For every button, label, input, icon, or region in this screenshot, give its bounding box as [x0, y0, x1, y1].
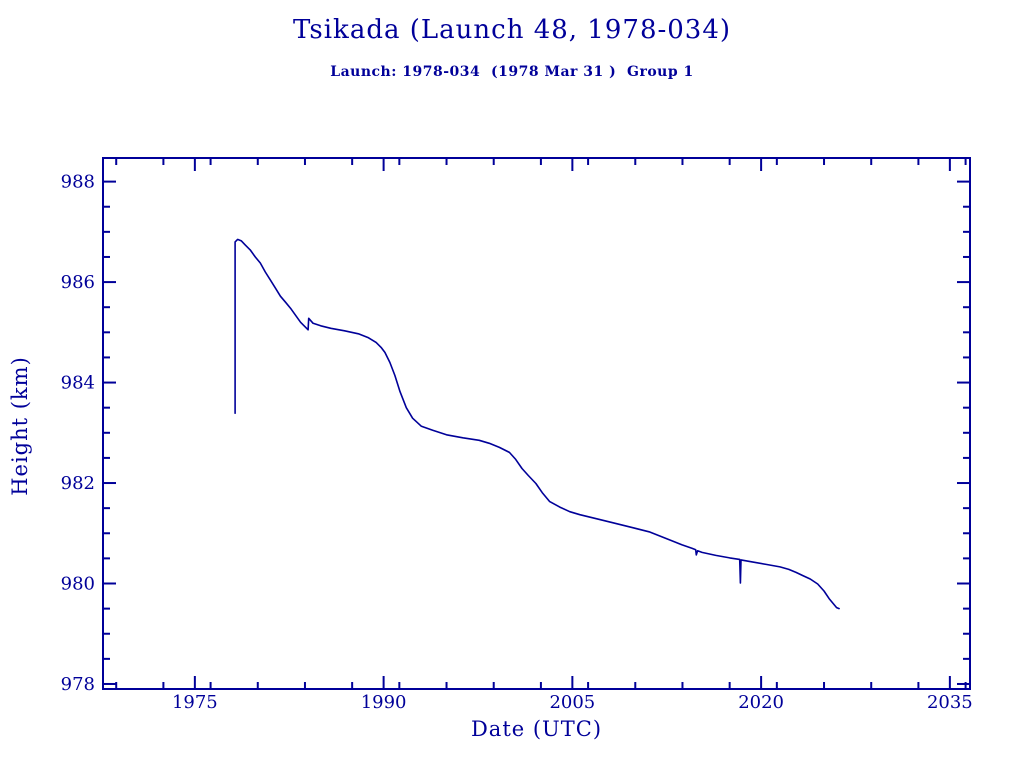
plot-frame	[102, 157, 971, 690]
y-tick-label: 982	[61, 473, 95, 494]
y-tick-label: 978	[61, 674, 95, 695]
y-tick-label: 980	[61, 574, 95, 595]
y-tick-label: 986	[61, 272, 95, 293]
y-tick-label: 984	[61, 373, 95, 394]
chart-title: Tsikada (Launch 48, 1978-034)	[292, 15, 732, 45]
x-tick-label: 1990	[361, 692, 407, 713]
x-tick-label: 2035	[927, 692, 973, 713]
data-series-line	[234, 238, 840, 610]
y-tick-label: 988	[61, 172, 95, 193]
x-tick-label: 2005	[549, 692, 595, 713]
x-tick-label: 2020	[738, 692, 784, 713]
x-axis-title: Date (UTC)	[470, 717, 603, 741]
x-tick-label: 1975	[172, 692, 218, 713]
chart-subtitle: Launch: 1978-034 (1978 Mar 31 ) Group 1	[330, 64, 694, 80]
